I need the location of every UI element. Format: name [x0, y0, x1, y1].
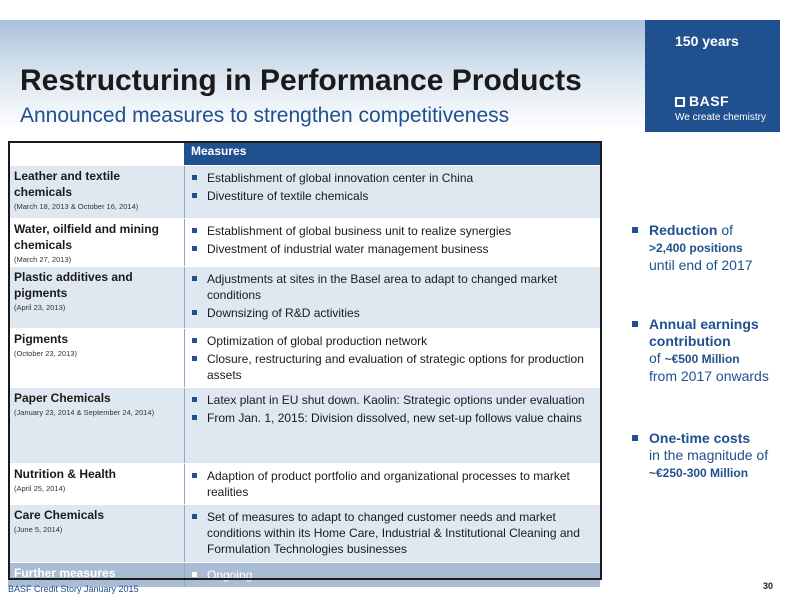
table-header-measures: Measures: [184, 141, 600, 166]
division-name: Plastic additives and pigments: [14, 270, 133, 300]
table-row: Nutrition & Health (April 25, 2014) Adapt…: [8, 463, 600, 505]
table-row: Leather and textile chemicals (March 18, …: [8, 165, 600, 219]
division-date: (January 23, 2014 & September 24, 2014): [14, 408, 155, 417]
square-bullet-icon: [192, 228, 197, 233]
table-header-blank: [8, 141, 185, 166]
division-name: Care Chemicals: [14, 508, 105, 522]
top-band: [0, 0, 645, 20]
square-bullet-icon: [632, 435, 638, 441]
division-name: Further measures: [14, 566, 116, 580]
sidebar-reduction: Reduction of >2,400 positions until end of…: [632, 222, 799, 274]
square-bullet-icon: [192, 356, 197, 361]
square-bullet-icon: [192, 415, 197, 420]
measure-item: From Jan. 1, 2015: Division dissolved, n…: [191, 410, 594, 426]
division-date: (April 23, 2013): [14, 303, 66, 312]
square-bullet-icon: [192, 473, 197, 478]
division-date: (March 18, 2013 & October 16, 2014): [14, 202, 139, 211]
page-subtitle: Announced measures to strengthen competi…: [20, 104, 510, 127]
brand-tagline: We create chemistry: [675, 112, 766, 123]
measure-item: Latex plant in EU shut down. Kaolin: Str…: [191, 392, 594, 408]
sidebar-costs: One-time costs in the magnitude of ~€250-3…: [632, 430, 799, 482]
division-date: (October 23, 2013): [14, 349, 77, 358]
square-bullet-icon: [632, 321, 638, 327]
square-bullet-icon: [192, 338, 197, 343]
square-bullet-icon: [632, 227, 638, 233]
division-name: Pigments: [14, 332, 69, 346]
measure-item: Establishment of global business unit to…: [191, 223, 594, 239]
division-date: (March 27, 2013): [14, 255, 72, 264]
square-bullet-icon: [192, 514, 197, 519]
page-number: 30: [763, 581, 774, 591]
measure-item: Optimization of global production networ…: [191, 333, 594, 349]
table-row: Plastic additives and pigments (April 23,…: [8, 266, 600, 329]
division-name: Water, oilfield and mining chemicals: [14, 222, 159, 252]
square-bullet-icon: [192, 276, 197, 281]
measure-item: Divestment of industrial water managemen…: [191, 241, 594, 257]
table-row: Care Chemicals (June 5, 2014) Set of meas…: [8, 504, 600, 563]
square-bullet-icon: [192, 175, 197, 180]
footer-text: BASF Credit Story January 2015: [8, 584, 139, 594]
logo-text: BASF: [689, 93, 730, 109]
logo-square-icon: [675, 97, 685, 107]
brand-panel: 150 years BASF We create chemistry: [645, 20, 780, 132]
measure-item: Divestiture of textile chemicals: [191, 188, 594, 204]
sidebar-earnings: Annual earnings contribution of ~€500 Mil…: [632, 316, 799, 385]
table-row: Pigments (October 23, 2013) Optimization …: [8, 328, 600, 388]
measures-table: Measures Leather and textile chemicals (M…: [8, 141, 600, 588]
division-name: Nutrition & Health: [14, 467, 116, 481]
measure-item: Set of measures to adapt to changed cust…: [191, 509, 594, 557]
square-bullet-icon: [192, 310, 197, 315]
table-row: Paper Chemicals (January 23, 2014 & Septe…: [8, 387, 600, 464]
measure-item: Closure, restructuring and evaluation of…: [191, 351, 594, 383]
page-title: Restructuring in Performance Products: [20, 64, 582, 97]
basf-logo: BASF: [675, 93, 729, 109]
division-date: (April 25, 2014): [14, 484, 66, 493]
measure-item: Establishment of global innovation cente…: [191, 170, 594, 186]
measure-item: Ongoing: [191, 567, 594, 583]
table-row-further: Further measures Ongoing: [8, 562, 600, 588]
square-bullet-icon: [192, 397, 197, 402]
division-name: Paper Chemicals: [14, 391, 111, 405]
measure-item: Adaption of product portfolio and organi…: [191, 468, 594, 500]
table-header-row: Measures: [8, 141, 600, 166]
header-gradient: [0, 20, 645, 130]
measure-item: Downsizing of R&D activities: [191, 305, 594, 321]
table-row: Water, oilfield and mining chemicals (Mar…: [8, 218, 600, 267]
anniversary-label: 150 years: [675, 33, 739, 49]
measure-item: Adjustments at sites in the Basel area t…: [191, 271, 594, 303]
division-name: Leather and textile chemicals: [14, 169, 121, 199]
division-date: (June 5, 2014): [14, 525, 63, 534]
square-bullet-icon: [192, 246, 197, 251]
square-bullet-icon: [192, 572, 197, 577]
square-bullet-icon: [192, 193, 197, 198]
